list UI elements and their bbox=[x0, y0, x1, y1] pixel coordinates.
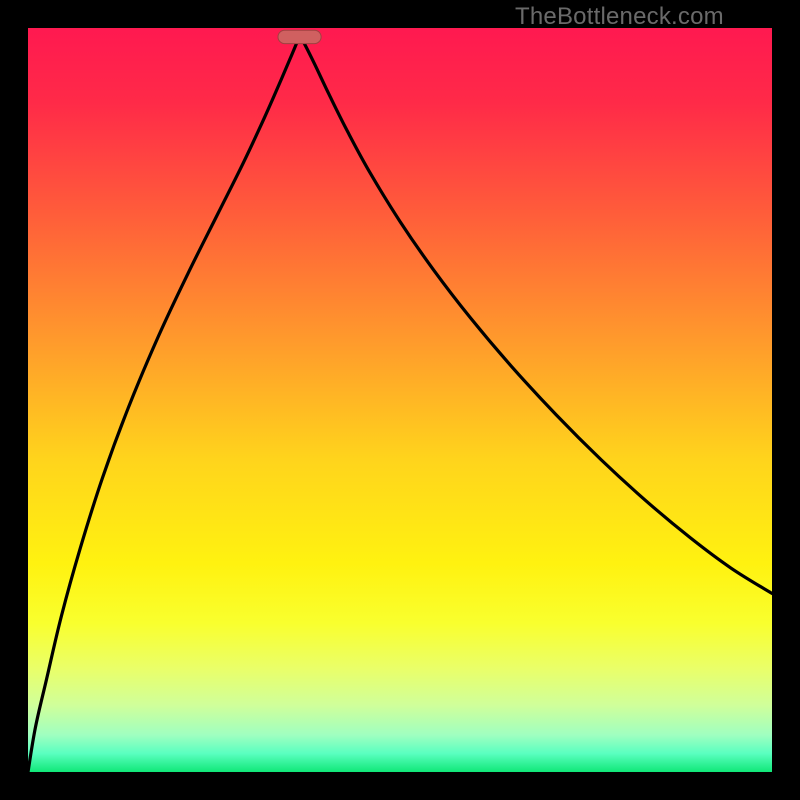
frame-border-bottom bbox=[0, 772, 800, 800]
plot-area bbox=[28, 28, 772, 772]
watermark-text: TheBottleneck.com bbox=[515, 3, 724, 31]
frame-border-right bbox=[772, 0, 800, 800]
gradient-background bbox=[28, 28, 772, 772]
bottleneck-marker bbox=[278, 30, 321, 43]
bottleneck-curve bbox=[28, 28, 772, 772]
frame-border-left bbox=[0, 0, 28, 800]
chart-container: TheBottleneck.com bbox=[0, 0, 800, 800]
